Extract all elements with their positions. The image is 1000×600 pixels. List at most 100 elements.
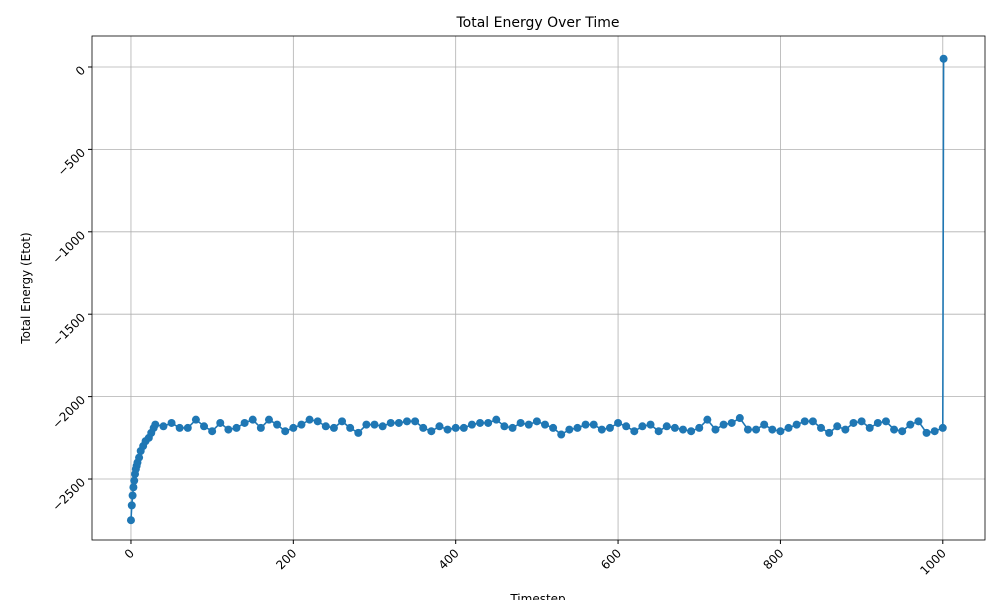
point [273,420,282,429]
y-tick-label: −1000 [50,228,89,267]
point [727,418,736,427]
point [841,425,850,434]
series-line [130,58,945,521]
point [128,491,137,500]
point [670,423,679,432]
y-tick-label: −500 [55,146,88,179]
plot-frame [91,35,986,541]
point [549,423,558,432]
point [890,425,899,434]
point [183,423,192,432]
x-tick-label: 200 [273,546,299,572]
point [151,420,160,429]
point [565,425,574,434]
point [248,415,257,424]
point [200,422,209,431]
point [768,425,777,434]
point [825,428,834,437]
point [362,420,371,429]
point [305,415,314,424]
point [370,420,379,429]
point [865,423,874,432]
x-tick-label: 1000 [917,546,948,577]
point [646,420,655,429]
point [484,418,493,427]
y-tick-label: 0 [73,63,88,78]
point [597,425,606,434]
point [516,418,525,427]
point [857,417,866,426]
point [622,422,631,431]
point [289,423,298,432]
point [695,423,704,432]
point [159,422,168,431]
point [329,423,338,432]
point [130,476,139,485]
point [321,422,330,431]
x-axis-label: Timestep [509,592,565,600]
point [167,418,176,427]
point [175,423,184,432]
point [662,422,671,431]
point [752,425,761,434]
point [849,418,858,427]
point [451,423,460,432]
point [939,54,948,63]
point [881,417,890,426]
point [216,418,225,427]
point [679,425,688,434]
point [297,420,306,429]
point [346,423,355,432]
point [467,420,476,429]
point [703,415,712,424]
point [808,417,817,426]
point [914,417,923,426]
point [224,425,233,434]
point [800,417,809,426]
y-tick-label: −2000 [50,393,89,432]
point [532,417,541,426]
x-tick-label: 0 [122,546,137,561]
point [654,427,663,436]
point [240,418,249,427]
point [129,483,138,492]
point [313,417,322,426]
point [411,417,420,426]
point [630,427,639,436]
point [557,430,566,439]
point [208,427,217,436]
point [232,423,241,432]
point [427,427,436,436]
point [264,415,273,424]
point [191,415,200,424]
point [898,427,907,436]
x-tick-label: 600 [598,546,624,572]
point [126,516,135,525]
point [792,420,801,429]
point [873,418,882,427]
point [443,425,452,434]
point [386,418,395,427]
point [833,422,842,431]
point [540,420,549,429]
point [735,414,744,423]
point [135,453,144,462]
point [524,420,533,429]
point [776,427,785,436]
point [638,422,647,431]
point [338,417,347,426]
point [743,425,752,434]
point [378,422,387,431]
point [817,423,826,432]
point [492,415,501,424]
point [906,420,915,429]
point [476,418,485,427]
x-tick-label: 800 [760,546,786,572]
point [508,423,517,432]
point [256,423,265,432]
point [711,425,720,434]
point [614,418,623,427]
point [281,427,290,436]
y-tick-label: −2500 [50,475,89,514]
